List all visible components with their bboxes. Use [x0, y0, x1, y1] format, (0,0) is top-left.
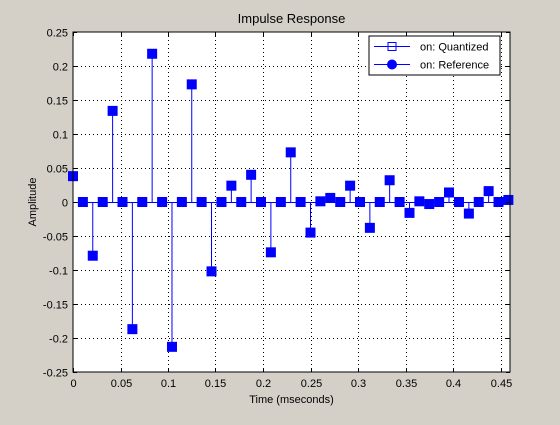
quantized-point [444, 187, 455, 198]
quantized-point [97, 197, 108, 207]
quantized-point [256, 197, 267, 207]
quantized-point [384, 175, 395, 186]
quantized-point [374, 197, 385, 207]
ticks: 0 0.05 0.1 0.15 0.2 0.25 0.3 0.35 0.4 0.45 -0.25 -0… [43, 28, 512, 391]
quantized-point [434, 197, 445, 207]
quantized-point [325, 192, 336, 203]
quantized-point [77, 197, 88, 207]
quantized-point [473, 197, 484, 207]
quantized-point [206, 266, 217, 277]
quantized-point [354, 197, 365, 207]
y-tick-label: -0.25 [43, 368, 68, 380]
quantized-point [196, 197, 207, 207]
x-tick-label: 0.3 [351, 378, 366, 390]
x-tick-label: 0.05 [111, 378, 132, 390]
y-axis-label: Amplitude [27, 178, 39, 227]
legend-marker-quantized-square [387, 42, 397, 51]
quantized-point [345, 180, 356, 191]
quantized-point [394, 197, 405, 207]
x-tick-label: 0.15 [205, 378, 226, 390]
x-tick-label: 0 [70, 378, 76, 390]
quantized-point [483, 186, 494, 197]
quantized-point [246, 169, 257, 180]
quantized-point [176, 197, 187, 207]
quantized-point [87, 250, 98, 261]
x-tick-label: 0.1 [161, 378, 176, 390]
chart-title: Impulse Response [238, 11, 346, 26]
quantized-point [265, 247, 276, 258]
x-tick-label: 0.35 [396, 378, 417, 390]
y-tick-label: 0.1 [53, 130, 68, 142]
quantized-point [157, 197, 168, 207]
quantized-point [503, 194, 514, 205]
legend: on: Quantized on: Reference [368, 35, 501, 76]
markers [68, 48, 514, 352]
y-tick-label: -0.2 [49, 334, 68, 346]
quantized-point [424, 199, 435, 210]
y-tick-label: 0.05 [47, 164, 68, 176]
legend-label-reference: on: Reference [420, 60, 489, 72]
y-tick-label: -0.05 [43, 232, 68, 244]
y-tick-label: 0.25 [47, 28, 68, 40]
grid [73, 32, 510, 372]
quantized-point [335, 197, 346, 207]
x-axis-label: Time (mseconds) [249, 394, 334, 406]
x-tick-label: 0.25 [301, 378, 322, 390]
legend-marker-reference-circle [387, 59, 397, 70]
quantized-point [453, 197, 464, 207]
quantized-point [285, 147, 296, 158]
quantized-point [463, 208, 474, 219]
quantized-point [216, 197, 227, 207]
quantized-point [275, 197, 286, 207]
quantized-point [236, 197, 247, 207]
quantized-point [404, 207, 415, 218]
quantized-point [137, 197, 148, 207]
y-tick-label: -0.15 [43, 300, 68, 312]
x-tick-label: 0.2 [256, 378, 271, 390]
y-tick-label: 0.2 [53, 62, 68, 74]
quantized-point [226, 180, 237, 191]
y-tick-label: -0.1 [49, 266, 68, 278]
quantized-point [117, 197, 128, 207]
quantized-point [147, 48, 158, 59]
x-tick-label: 0.45 [491, 378, 512, 390]
x-tick-label: 0.4 [446, 378, 461, 390]
quantized-point [414, 196, 425, 207]
y-tick-label: 0 [62, 198, 68, 210]
quantized-point [127, 324, 138, 335]
quantized-point [315, 196, 326, 207]
y-tick-label: 0.15 [47, 96, 68, 108]
quantized-point [493, 197, 504, 207]
quantized-point [107, 105, 118, 116]
quantized-point [186, 79, 197, 90]
quantized-point [305, 227, 316, 238]
quantized-point [295, 197, 306, 207]
quantized-point [166, 341, 177, 352]
legend-label-quantized: on: Quantized [420, 42, 489, 54]
quantized-point [364, 222, 375, 233]
